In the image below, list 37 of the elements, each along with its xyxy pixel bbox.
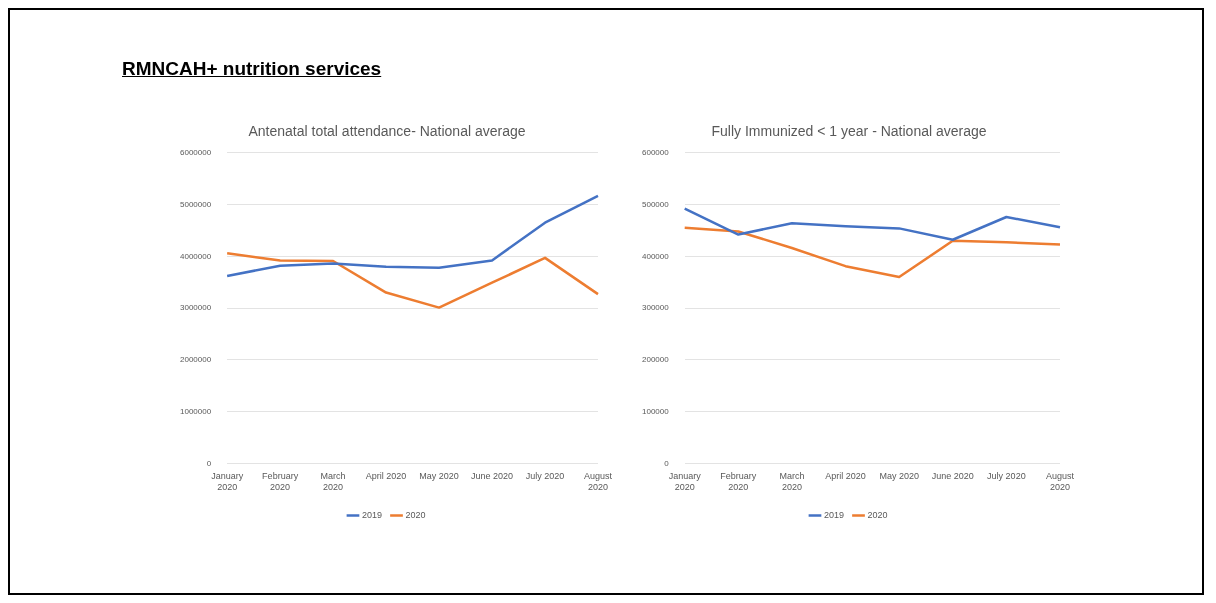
x-tick-label: June 2020 xyxy=(471,471,514,482)
y-tick-label: 3000000 xyxy=(179,303,212,313)
x-tick-label: January 2020 xyxy=(668,471,702,493)
x-tick-label: April 2020 xyxy=(365,471,407,482)
chart-title: Antenatal total attendance- National average xyxy=(248,123,526,140)
x-tick-label: July 2020 xyxy=(525,471,565,482)
y-tick-label: 400000 xyxy=(641,251,670,261)
y-tick-label: 1000000 xyxy=(179,406,212,416)
y-tick-label: 0 xyxy=(664,458,670,468)
y-tick-label: 5000000 xyxy=(179,199,212,209)
x-tick-label: May 2020 xyxy=(419,471,459,482)
y-tick-label: 4000000 xyxy=(179,251,212,261)
x-tick-label: January 2020 xyxy=(211,471,244,493)
y-tick-label: 300000 xyxy=(641,303,670,313)
x-tick-label: March 2020 xyxy=(779,471,805,493)
x-tick-label: May 2020 xyxy=(879,471,919,482)
y-tick-label: 500000 xyxy=(641,199,670,209)
y-tick-label: 0 xyxy=(206,458,212,468)
x-tick-label: June 2020 xyxy=(931,471,974,482)
x-tick-label: August 2020 xyxy=(1045,471,1075,493)
y-tick-label: 2000000 xyxy=(179,355,212,365)
legend-label: 2020 xyxy=(405,509,426,520)
chart-title: Fully Immunized < 1 year - National average xyxy=(711,123,987,140)
legend-label: 2020 xyxy=(867,509,888,520)
y-tick-label: 600000 xyxy=(641,148,670,157)
legend-label: 2019 xyxy=(823,509,845,520)
x-tick-label: March 2020 xyxy=(320,471,346,493)
y-tick-label: 200000 xyxy=(641,355,670,365)
x-tick-label: August 2020 xyxy=(583,471,613,493)
x-tick-label: February 2020 xyxy=(262,471,299,493)
x-tick-label: July 2020 xyxy=(987,471,1026,482)
x-tick-label: April 2020 xyxy=(825,471,866,482)
y-tick-label: 100000 xyxy=(641,406,670,416)
x-tick-label: February 2020 xyxy=(720,471,757,493)
legend-label: 2019 xyxy=(361,509,383,520)
text: RMNCAH+ nutrition services xyxy=(122,58,382,80)
y-tick-label: 6000000 xyxy=(179,148,212,157)
